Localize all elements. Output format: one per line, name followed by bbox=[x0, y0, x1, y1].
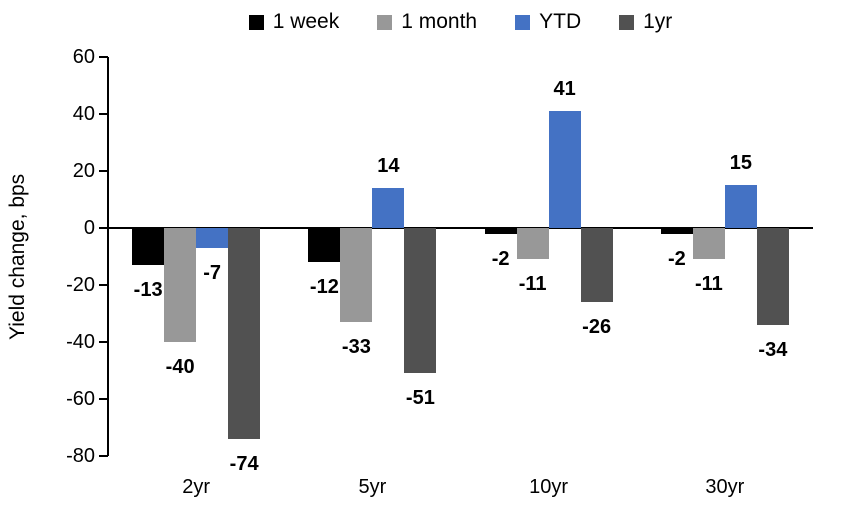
y-axis-tick bbox=[99, 56, 108, 58]
bar-5yr-YTD bbox=[372, 188, 405, 228]
bar-30yr-1yr bbox=[756, 228, 789, 325]
legend-label-1yr: 1yr bbox=[643, 10, 673, 33]
legend-item-1yr: 1yr bbox=[619, 11, 672, 33]
bar-value-label: -11 bbox=[694, 273, 723, 295]
x-axis-category-label: 30yr bbox=[705, 476, 745, 498]
bar-value-label: -51 bbox=[405, 387, 435, 409]
y-axis-tick-label: 20 bbox=[72, 160, 95, 182]
bar-10yr-1yr bbox=[580, 228, 613, 302]
bar-value-label: -40 bbox=[165, 356, 195, 378]
bar-10yr-1-week bbox=[484, 228, 517, 234]
bar-2yr-1-month bbox=[164, 228, 197, 342]
zero-axis-line bbox=[107, 227, 813, 229]
y-axis-tick-label: -80 bbox=[66, 445, 95, 467]
legend-label-1-month: 1 month bbox=[401, 10, 478, 33]
x-axis-category-label: 10yr bbox=[529, 476, 569, 498]
bar-value-label: -11 bbox=[518, 273, 547, 295]
bar-5yr-1-month bbox=[340, 228, 373, 322]
bar-2yr-1yr bbox=[228, 228, 261, 439]
bar-value-label: 41 bbox=[553, 78, 576, 100]
bar-5yr-1-week bbox=[308, 228, 341, 262]
x-axis-category-label: 2yr bbox=[182, 476, 211, 498]
bar-value-label: -2 bbox=[667, 248, 686, 270]
bar-value-label: -34 bbox=[758, 339, 788, 361]
bar-value-label: -26 bbox=[582, 316, 612, 338]
y-axis-tick-label: 0 bbox=[83, 217, 95, 239]
bar-value-label: 15 bbox=[729, 152, 752, 174]
bar-value-label: -13 bbox=[133, 279, 163, 301]
legend-label-1-week: 1 week bbox=[272, 10, 340, 33]
bar-10yr-1-month bbox=[516, 228, 549, 259]
legend-marker-1yr-icon bbox=[619, 14, 635, 30]
y-axis-tick-label: -40 bbox=[66, 331, 95, 353]
y-axis-tick-label: 60 bbox=[72, 46, 95, 68]
bar-value-label: -2 bbox=[491, 248, 510, 270]
legend-item-ytd: YTD bbox=[515, 11, 581, 33]
bar-value-label: -33 bbox=[341, 336, 371, 358]
bar-2yr-1-week bbox=[132, 228, 165, 265]
y-axis-tick-label: -20 bbox=[66, 274, 95, 296]
y-axis-title: Yield change, bps bbox=[6, 173, 29, 340]
bar-2yr-YTD bbox=[196, 228, 229, 248]
bar-10yr-YTD bbox=[548, 111, 581, 228]
y-axis-line bbox=[107, 57, 109, 456]
bar-30yr-1-week bbox=[660, 228, 693, 234]
y-axis-tick bbox=[99, 341, 108, 343]
chart-legend: 1 week 1 month YTD 1yr bbox=[108, 6, 813, 38]
y-axis-tick bbox=[99, 170, 108, 172]
bar-value-label: -12 bbox=[309, 276, 339, 298]
y-axis-tick bbox=[99, 455, 108, 457]
y-axis-tick bbox=[99, 284, 108, 286]
bar-value-label: -74 bbox=[229, 453, 259, 475]
legend-item-1-week: 1 week bbox=[248, 10, 340, 33]
legend-label-ytd: YTD bbox=[539, 10, 582, 33]
bar-30yr-1-month bbox=[692, 228, 725, 259]
legend-marker-1-month-icon bbox=[377, 14, 393, 30]
bar-5yr-1yr bbox=[404, 228, 437, 373]
y-axis-tick bbox=[99, 398, 108, 400]
y-axis-tick bbox=[99, 227, 108, 229]
legend-marker-1-week-icon bbox=[248, 14, 264, 30]
x-axis-category-label: 5yr bbox=[358, 476, 387, 498]
bar-value-label: -7 bbox=[203, 262, 222, 284]
legend-item-1-month: 1 month bbox=[377, 11, 477, 33]
y-axis-tick-label: -60 bbox=[66, 388, 95, 410]
bar-value-label: 14 bbox=[377, 155, 400, 177]
legend-marker-ytd-icon bbox=[515, 14, 531, 30]
bar-30yr-YTD bbox=[724, 185, 757, 228]
y-axis-tick bbox=[99, 113, 108, 115]
y-axis-tick-label: 40 bbox=[72, 103, 95, 125]
